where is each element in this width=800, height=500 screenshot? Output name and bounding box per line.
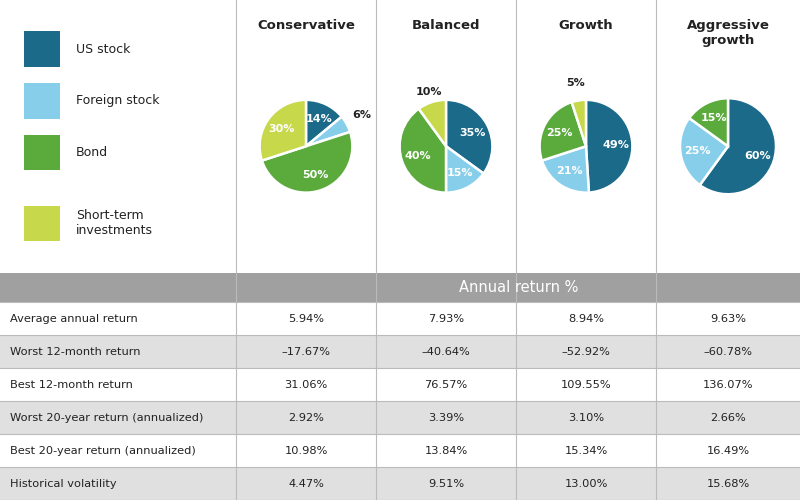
Bar [0, 401, 800, 434]
Text: Balanced: Balanced [412, 19, 480, 32]
Text: Aggressive
growth: Aggressive growth [686, 19, 770, 47]
Text: Bond: Bond [76, 146, 108, 159]
Text: 40%: 40% [404, 150, 430, 160]
Wedge shape [680, 118, 728, 185]
Wedge shape [306, 116, 350, 146]
Text: 15.68%: 15.68% [706, 478, 750, 488]
Text: 9.51%: 9.51% [428, 478, 464, 488]
Wedge shape [542, 146, 589, 192]
Text: Annual return %: Annual return % [458, 280, 578, 295]
Wedge shape [572, 100, 586, 146]
Text: –17.67%: –17.67% [282, 346, 330, 356]
Bar [24, 135, 60, 170]
Text: 13.00%: 13.00% [564, 478, 608, 488]
Bar [0, 467, 800, 500]
Wedge shape [540, 102, 586, 160]
Text: 15%: 15% [446, 168, 473, 178]
Text: 49%: 49% [602, 140, 630, 150]
Text: 76.57%: 76.57% [424, 380, 468, 390]
Text: 10.98%: 10.98% [284, 446, 328, 456]
Text: 30%: 30% [269, 124, 294, 134]
Text: 6%: 6% [353, 110, 372, 120]
Text: 2.66%: 2.66% [710, 412, 746, 422]
Wedge shape [262, 132, 352, 192]
Text: 3.39%: 3.39% [428, 412, 464, 422]
Text: 9.63%: 9.63% [710, 314, 746, 324]
Text: Conservative: Conservative [257, 19, 355, 32]
Text: 35%: 35% [460, 128, 486, 138]
Text: 25%: 25% [684, 146, 710, 156]
Text: –52.92%: –52.92% [562, 346, 610, 356]
Text: 15.34%: 15.34% [564, 446, 608, 456]
Text: US stock: US stock [76, 42, 130, 56]
Text: 136.07%: 136.07% [702, 380, 754, 390]
Text: Worst 12-month return: Worst 12-month return [10, 346, 140, 356]
Text: Worst 20-year return (annualized): Worst 20-year return (annualized) [10, 412, 203, 422]
Text: 4.47%: 4.47% [288, 478, 324, 488]
Text: Average annual return: Average annual return [10, 314, 138, 324]
Wedge shape [446, 100, 492, 174]
Bar [0, 335, 800, 368]
Text: 50%: 50% [302, 170, 329, 180]
Text: 5.94%: 5.94% [288, 314, 324, 324]
Text: Historical volatility: Historical volatility [10, 478, 116, 488]
Text: 15%: 15% [701, 114, 727, 124]
Text: Foreign stock: Foreign stock [76, 94, 159, 108]
Wedge shape [446, 146, 483, 192]
Text: 5%: 5% [566, 78, 586, 88]
Wedge shape [689, 98, 728, 146]
Wedge shape [586, 100, 632, 192]
Text: 109.55%: 109.55% [561, 380, 611, 390]
Text: –60.78%: –60.78% [703, 346, 753, 356]
Text: 16.49%: 16.49% [706, 446, 750, 456]
Text: Growth: Growth [558, 19, 614, 32]
Wedge shape [400, 108, 446, 192]
Text: 10%: 10% [415, 88, 442, 98]
Text: Best 12-month return: Best 12-month return [10, 380, 133, 390]
Text: 8.94%: 8.94% [568, 314, 604, 324]
Text: 13.84%: 13.84% [424, 446, 468, 456]
Text: 31.06%: 31.06% [284, 380, 328, 390]
Bar [24, 32, 60, 67]
Wedge shape [260, 100, 306, 160]
Text: 21%: 21% [556, 166, 582, 176]
Wedge shape [306, 100, 342, 146]
Bar [0, 272, 800, 302]
Wedge shape [418, 100, 446, 146]
Text: 3.10%: 3.10% [568, 412, 604, 422]
Text: 2.92%: 2.92% [288, 412, 324, 422]
Wedge shape [700, 98, 776, 194]
Text: 14%: 14% [306, 114, 332, 124]
Text: –40.64%: –40.64% [422, 346, 470, 356]
Text: 25%: 25% [546, 128, 572, 138]
Text: 7.93%: 7.93% [428, 314, 464, 324]
Bar [24, 83, 60, 118]
Text: 60%: 60% [744, 151, 771, 161]
Text: Best 20-year return (annualized): Best 20-year return (annualized) [10, 446, 195, 456]
Text: Short-term
investments: Short-term investments [76, 210, 153, 238]
Bar [24, 206, 60, 241]
